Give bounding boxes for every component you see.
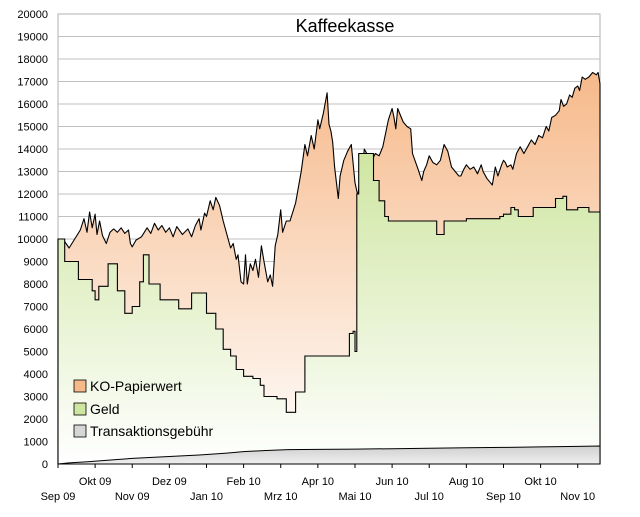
y-tick-label: 6000 bbox=[24, 324, 48, 336]
series-areas bbox=[57, 71, 601, 465]
x-tick-label: Feb 10 bbox=[226, 476, 260, 488]
x-tick-label: Aug 10 bbox=[449, 476, 484, 488]
y-tick-label: 9000 bbox=[24, 257, 48, 269]
y-tick-label: 2000 bbox=[24, 414, 48, 426]
legend-label-transaktionsgebuehr: Transaktionsgebühr bbox=[90, 423, 214, 439]
x-tick-label: Jun 10 bbox=[376, 476, 409, 488]
x-tick-label: Mrz 10 bbox=[264, 491, 298, 503]
legend-label-geld: Geld bbox=[90, 401, 120, 417]
legend: KO-Papierwert Geld Transaktionsgebühr bbox=[73, 378, 214, 439]
y-tick-label: 4000 bbox=[24, 369, 48, 381]
y-tick-label: 7000 bbox=[24, 302, 48, 314]
x-tick-label: Okt 10 bbox=[524, 476, 556, 488]
x-tick-label: Nov 10 bbox=[560, 491, 595, 503]
y-tick-label: 10000 bbox=[17, 234, 48, 246]
x-tick-label: Jul 10 bbox=[415, 491, 444, 503]
y-tick-label: 19000 bbox=[17, 32, 48, 44]
x-tick-label: Apr 10 bbox=[302, 476, 334, 488]
y-tick-label: 20000 bbox=[17, 9, 48, 21]
y-tick-label: 3000 bbox=[24, 392, 48, 404]
x-tick-label: Dez 09 bbox=[152, 476, 187, 488]
y-tick-label: 11000 bbox=[18, 212, 48, 224]
x-tick-label: Mai 10 bbox=[338, 491, 371, 503]
y-tick-label: 13000 bbox=[17, 167, 48, 179]
x-tick-label: Jan 10 bbox=[190, 491, 223, 503]
y-tick-label: 18000 bbox=[17, 54, 48, 66]
y-tick-label: 14000 bbox=[17, 144, 48, 156]
legend-swatch-geld bbox=[73, 402, 87, 416]
y-tick-label: 12000 bbox=[17, 189, 48, 201]
legend-swatch-ko-papierwert bbox=[73, 379, 87, 393]
x-tick-label: Sep 09 bbox=[41, 491, 76, 503]
y-tick-label: 0 bbox=[42, 459, 48, 471]
y-tick-label: 15000 bbox=[17, 122, 48, 134]
x-tick-label: Okt 09 bbox=[79, 476, 111, 488]
series-area-transaktionsgebuehr bbox=[57, 445, 601, 465]
legend-swatch-transaktionsgebuehr bbox=[73, 424, 87, 438]
y-tick-label: 16000 bbox=[17, 99, 48, 111]
series-area-geld bbox=[57, 152, 601, 465]
y-tick-label: 5000 bbox=[24, 347, 48, 359]
y-tick-label: 17000 bbox=[17, 77, 48, 89]
x-tick-label: Sep 10 bbox=[486, 491, 521, 503]
chart-title: Kaffeekasse bbox=[296, 16, 395, 36]
legend-label-ko-papierwert: KO-Papierwert bbox=[90, 378, 182, 394]
y-axis: 0 1000 2000 3000 4000 5000 6000 7000 8000 9000 100… bbox=[17, 9, 48, 471]
y-tick-label: 1000 bbox=[24, 437, 48, 449]
y-tick-label: 8000 bbox=[24, 279, 48, 291]
x-tick-label: Nov 09 bbox=[115, 491, 150, 503]
